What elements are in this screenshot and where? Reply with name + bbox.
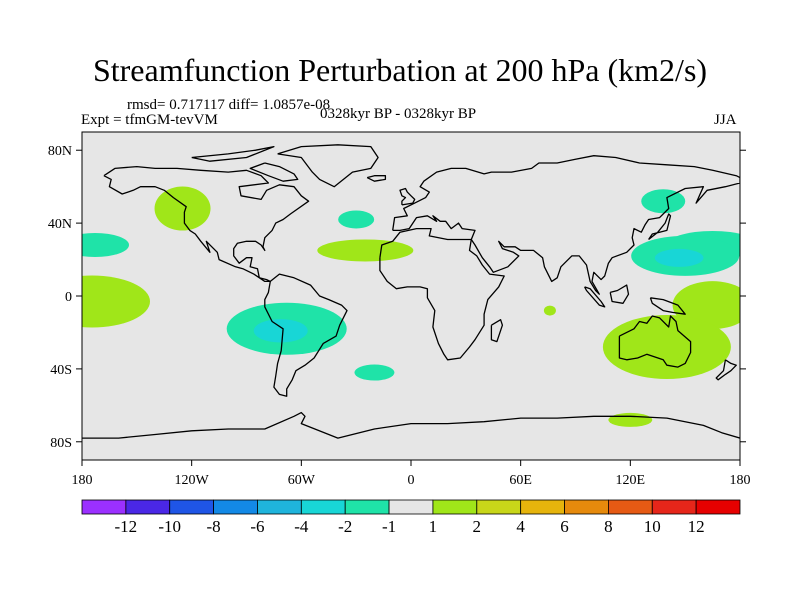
coast-madagascar <box>490 319 504 343</box>
colorbar-label: -2 <box>338 517 352 536</box>
coast-iceland <box>366 175 387 182</box>
contour-pos-north-america <box>154 186 211 231</box>
longitude-axis: 180 120W 60W 0 60E 120E 180 <box>72 460 751 488</box>
colorbar-swatch <box>169 499 215 515</box>
continent-outlines <box>82 144 740 439</box>
map-background <box>82 132 740 460</box>
coast-eurasia <box>392 155 740 295</box>
colorbar-label: 8 <box>604 517 613 536</box>
contour-pos-atlantic-subtropic <box>317 239 414 262</box>
stats-label: rmsd= 0.717117 diff= 1.0857e-08 <box>127 97 331 113</box>
colorbar-swatch <box>651 499 697 515</box>
lon-tick-label: 180 <box>72 473 93 488</box>
coast-greenland <box>277 144 379 188</box>
contour-neg-north-pacific <box>641 189 686 214</box>
colorbar-label: 4 <box>516 517 525 536</box>
lat-tick-label: 40S <box>50 363 72 378</box>
colorbar-swatch <box>213 499 258 515</box>
lon-tick-label: 60W <box>288 473 316 488</box>
coast-south-america <box>264 273 348 397</box>
contour-fills <box>82 186 740 427</box>
experiment-label: Expt = tfmGM-tevVM <box>81 112 218 128</box>
coast-japan <box>648 213 672 241</box>
coast-new-zealand <box>715 359 737 381</box>
lat-tick-label: 80N <box>48 144 72 159</box>
lon-tick-label: 60E <box>509 473 532 488</box>
contour-pos-indian-ocean <box>543 305 556 316</box>
colorbar-swatch <box>520 499 565 515</box>
coast-sumatra <box>584 286 606 308</box>
coast-baffin <box>249 162 299 182</box>
lon-tick-label: 180 <box>730 473 751 488</box>
colorbar-swatch <box>344 499 390 515</box>
contour-neg-north-atlantic <box>338 210 375 229</box>
colorbar-swatch <box>608 499 653 515</box>
colorbar-label: -8 <box>207 517 221 536</box>
contour-neg-south-america-core <box>253 319 308 343</box>
colorbar-label: 6 <box>560 517 569 536</box>
colorbar-label: -4 <box>294 517 309 536</box>
contour-neg-south-atlantic <box>354 364 395 381</box>
colorbar-label: 10 <box>644 517 661 536</box>
coast-uk <box>399 187 416 206</box>
colorbar-swatch <box>388 499 434 515</box>
colorbar-swatch <box>125 499 171 515</box>
colorbar-label: 12 <box>688 517 705 536</box>
lon-tick-label: 120W <box>175 473 210 488</box>
colorbar: -12 -10 -8 -6 -4 -2 -1 1 2 4 6 8 10 12 <box>81 499 741 536</box>
contour-neg-west-pacific-core <box>654 248 704 267</box>
lon-tick-label: 0 <box>408 473 415 488</box>
coast-africa <box>379 227 505 361</box>
colorbar-label: 1 <box>429 517 438 536</box>
lon-tick-label: 120E <box>616 473 646 488</box>
colorbar-swatch <box>564 499 609 515</box>
lat-tick-label: 40N <box>48 217 72 232</box>
colorbar-label: -1 <box>382 517 396 536</box>
colorbar-label: -10 <box>158 517 181 536</box>
colorbar-swatch <box>432 499 478 515</box>
colorbar-label: -12 <box>115 517 138 536</box>
colorbar-swatch <box>257 499 302 515</box>
colorbar-swatch <box>300 499 346 515</box>
colorbar-label: 2 <box>473 517 482 536</box>
contour-pos-dateline-west <box>82 275 150 328</box>
colorbar-label: -6 <box>250 517 264 536</box>
colorbar-swatch <box>695 499 741 515</box>
contour-pos-australia <box>602 315 731 380</box>
plot-title: Streamfunction Perturbation at 200 hPa (… <box>92 52 708 88</box>
season-label: JJA <box>714 112 737 128</box>
coast-borneo <box>609 284 630 304</box>
coast-antarctica <box>82 411 740 439</box>
coast-north-america <box>103 165 310 283</box>
colorbar-swatch <box>476 499 522 515</box>
latitude-axis: 80N 40N 0 40S 80S <box>48 144 746 451</box>
lat-tick-label: 80S <box>50 436 72 451</box>
colorbar-swatch <box>81 499 127 515</box>
coast-australia <box>618 315 692 368</box>
lat-tick-label: 0 <box>65 290 72 305</box>
contour-neg-dateline-west <box>82 232 129 257</box>
coast-new-guinea <box>649 297 686 315</box>
period-label: 0328kyr BP - 0328kyr BP <box>320 106 477 122</box>
coast-arctic-isles <box>191 145 275 162</box>
contour-pos-antarctic <box>608 412 653 427</box>
